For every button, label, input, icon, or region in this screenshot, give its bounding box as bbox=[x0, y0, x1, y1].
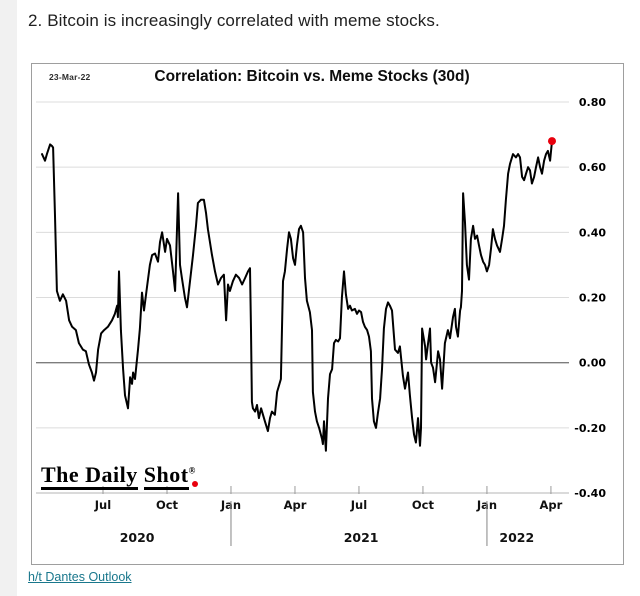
y-axis-label: 0.80 bbox=[579, 96, 606, 109]
x-axis-month-label: Jul bbox=[350, 498, 367, 512]
x-axis-month-label: Oct bbox=[412, 498, 435, 512]
year-label: 2021 bbox=[344, 530, 379, 545]
y-axis-label: -0.40 bbox=[574, 487, 606, 500]
x-axis-month-label: Apr bbox=[284, 498, 307, 512]
page-heading: 2. Bitcoin is increasingly correlated wi… bbox=[28, 11, 440, 30]
correlation-line bbox=[41, 140, 553, 452]
x-axis-month-label: Oct bbox=[156, 498, 179, 512]
year-label: 2020 bbox=[120, 530, 155, 545]
chart-date-stamp: 23-Mar-22 bbox=[49, 72, 91, 82]
y-axis-label: 0.20 bbox=[579, 292, 606, 305]
registered-mark: ® bbox=[188, 465, 196, 476]
chart-title: Correlation: Bitcoin vs. Meme Stocks (30… bbox=[154, 68, 470, 85]
logo-red-dot bbox=[191, 481, 198, 487]
y-axis-label: 0.60 bbox=[579, 161, 606, 174]
y-axis-label: 0.00 bbox=[579, 357, 606, 370]
daily-shot-logo: The Daily Shot® bbox=[41, 462, 198, 490]
chart-card: 23-Mar-22 Correlation: Bitcoin vs. Meme … bbox=[31, 63, 624, 565]
y-axis-label: -0.20 bbox=[574, 422, 606, 435]
x-axis-month-label: Jul bbox=[94, 498, 111, 512]
x-axis-month-label: Apr bbox=[540, 498, 563, 512]
y-axis-label: 0.40 bbox=[579, 226, 606, 239]
logo-text-part2: Shot bbox=[143, 462, 189, 490]
page-left-gutter bbox=[0, 0, 17, 596]
logo-text-part1: The Daily bbox=[41, 462, 138, 490]
latest-point-marker bbox=[547, 137, 556, 146]
credit-link[interactable]: h/t Dantes Outlook bbox=[28, 570, 132, 584]
year-label: 2022 bbox=[499, 530, 534, 545]
